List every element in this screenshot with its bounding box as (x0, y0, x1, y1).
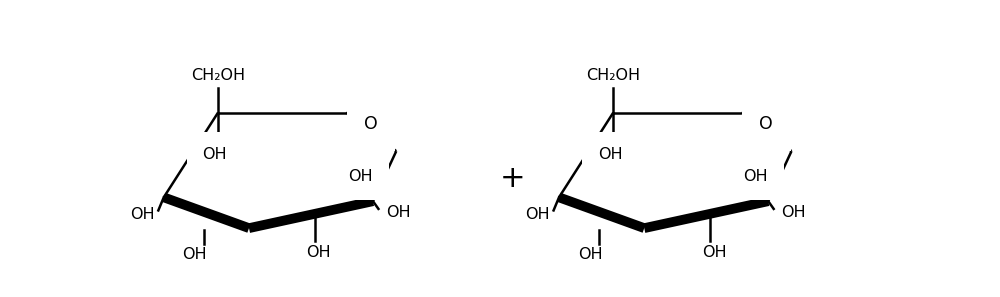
Text: CH₂OH: CH₂OH (191, 68, 245, 83)
Text: H: H (212, 142, 224, 157)
Text: OH: OH (306, 245, 331, 260)
Text: OH: OH (525, 207, 550, 222)
Text: OH: OH (702, 245, 726, 260)
Text: OH: OH (744, 169, 768, 184)
Text: OH: OH (202, 148, 227, 162)
Text: CH₂OH: CH₂OH (586, 68, 640, 83)
Text: OH: OH (182, 247, 207, 262)
Text: OH: OH (386, 205, 411, 220)
Text: OH: OH (781, 205, 806, 220)
Text: +: + (500, 164, 525, 192)
Text: OH: OH (130, 207, 154, 222)
Text: O: O (759, 115, 773, 133)
Text: OH: OH (598, 148, 622, 162)
Text: O: O (364, 115, 378, 133)
Text: OH: OH (348, 169, 373, 184)
Text: OH: OH (578, 247, 602, 262)
Text: H: H (607, 142, 619, 157)
